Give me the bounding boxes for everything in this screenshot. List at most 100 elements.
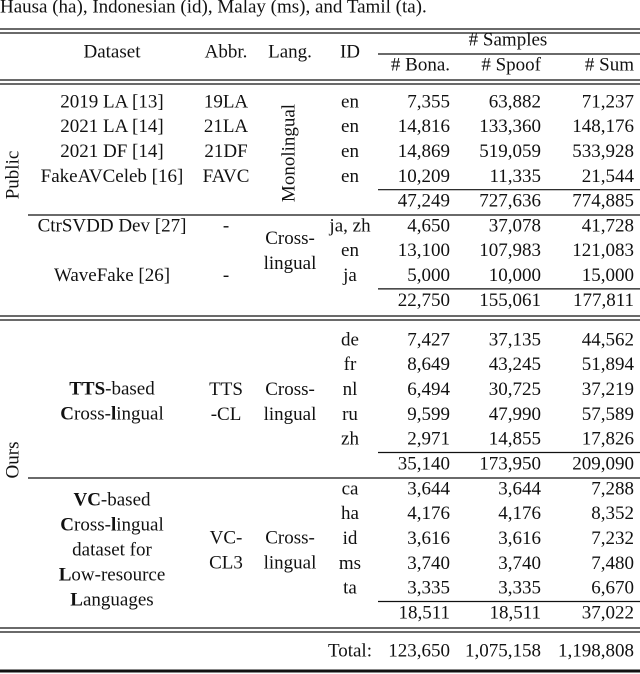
bona: 10,209 [398, 166, 450, 187]
sum: 177,811 [573, 290, 634, 311]
lang: lingual [264, 253, 317, 274]
bona: 3,644 [407, 478, 450, 499]
lang-id: ta [343, 578, 357, 599]
sum: 8,352 [591, 503, 634, 524]
dataset-segment: ingual [116, 404, 164, 425]
dataset: TTS-based [69, 379, 155, 400]
dataset-segment: ow-resource [71, 565, 165, 586]
dataset: Low-resource [59, 565, 166, 586]
spoof: 37,078 [489, 215, 541, 236]
bona: 3,740 [407, 553, 450, 574]
abbr: - [223, 265, 229, 286]
lang: lingual [264, 404, 317, 425]
dataset: Cross-lingual [60, 515, 163, 536]
lang-id: ms [339, 553, 361, 574]
sum: 51,894 [582, 354, 635, 375]
group-label: Public [2, 151, 23, 200]
dataset: CtrSVDD Dev [27] [38, 215, 187, 236]
abbr: 21DF [204, 141, 247, 162]
dataset-segment: l [111, 404, 116, 425]
sum: 57,589 [582, 404, 634, 425]
sum: 148,176 [572, 116, 634, 137]
sum: 7,232 [591, 528, 634, 549]
dataset-segment: VC [73, 490, 100, 511]
abbr: TTS [209, 379, 243, 400]
dataset-segment: dataset for [72, 540, 152, 561]
bona: 5,000 [407, 265, 450, 286]
lang-id: ha [341, 503, 360, 524]
spoof: 3,616 [498, 528, 541, 549]
sum: 121,083 [572, 240, 634, 261]
lang-id: ru [342, 404, 358, 425]
spoof: 14,855 [489, 429, 541, 450]
dataset-segment: L [70, 590, 83, 611]
spoof: 10,000 [489, 265, 541, 286]
lang-id: en [341, 116, 359, 137]
abbr: CL3 [209, 552, 243, 573]
total-label: Total: [328, 640, 372, 661]
spoof: 18,511 [489, 602, 541, 623]
bona: 6,494 [407, 379, 450, 400]
sum: 7,288 [591, 478, 634, 499]
dataset: WaveFake [26] [54, 265, 170, 286]
lang-id: en [341, 91, 359, 112]
dataset: FakeAVCeleb [16] [41, 166, 184, 187]
lang-id: de [341, 329, 359, 350]
bona: 18,511 [398, 602, 450, 623]
abbr: 19LA [204, 91, 249, 112]
sum: 44,562 [582, 329, 634, 350]
header: Abbr. [205, 41, 248, 62]
sum: 71,237 [582, 91, 634, 112]
bona: 9,599 [407, 404, 450, 425]
header: ID [340, 41, 360, 62]
sum: 41,728 [582, 215, 634, 236]
lang: Cross- [265, 527, 315, 548]
sum: 209,090 [572, 453, 634, 474]
sum: 7,480 [591, 553, 634, 574]
spoof: 30,725 [489, 379, 541, 400]
lang-id: nl [343, 379, 358, 400]
bona: 14,816 [398, 116, 450, 137]
spoof: 4,176 [498, 503, 541, 524]
lang-id: ca [342, 478, 359, 499]
sum: 15,000 [582, 265, 634, 286]
spoof: 3,335 [498, 578, 541, 599]
bona: 35,140 [398, 453, 450, 474]
lang: Cross- [265, 228, 315, 249]
lang-id: en [341, 141, 359, 162]
spoof: 47,990 [489, 404, 541, 425]
dataset-segment: ross- [74, 404, 111, 425]
bona: 13,100 [398, 240, 450, 261]
spoof: 3,740 [498, 553, 541, 574]
lang: Monolingual [278, 104, 299, 202]
dataset: 2021 LA [14] [60, 116, 163, 137]
abbr: - [223, 215, 229, 236]
sum: 6,670 [591, 578, 634, 599]
sum: 37,022 [582, 602, 634, 623]
bona: 22,750 [398, 290, 450, 311]
spoof: 107,983 [479, 240, 541, 261]
dataset-segment: C [60, 404, 74, 425]
bona: 123,650 [388, 640, 450, 661]
dataset-segment: C [60, 515, 74, 536]
header: Dataset [84, 41, 142, 62]
dataset-segment: l [111, 515, 116, 536]
bona: 8,649 [407, 354, 450, 375]
lang-id: ja, zh [328, 215, 371, 236]
bona: 7,427 [407, 329, 450, 350]
dataset-segment: anguages [83, 590, 154, 611]
sum: 17,826 [582, 429, 634, 450]
dataset-segment: L [59, 565, 72, 586]
bona: 3,335 [407, 578, 450, 599]
lang-id: fr [344, 354, 357, 375]
spoof: 173,950 [479, 453, 541, 474]
bona: 3,616 [407, 528, 450, 549]
spoof: 63,882 [489, 91, 541, 112]
spoof: 37,135 [489, 329, 541, 350]
spoof: 519,059 [479, 141, 541, 162]
dataset-segment: -based [101, 490, 151, 511]
header: # Bona. [391, 54, 450, 75]
abbr: 21LA [204, 116, 249, 137]
bona: 2,971 [407, 429, 450, 450]
